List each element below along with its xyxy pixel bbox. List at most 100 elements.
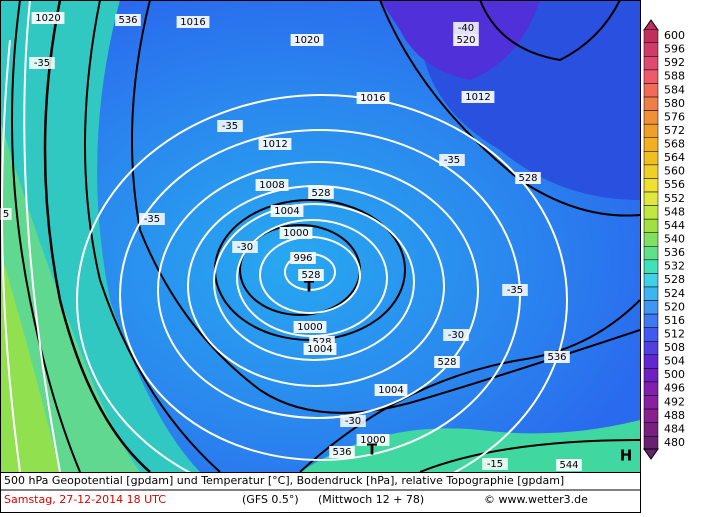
contour-label: 1000 [297, 322, 322, 333]
label-bg [308, 187, 334, 199]
colorbar-label: 500 [664, 368, 685, 381]
label-bg [255, 179, 289, 191]
colorbar-swatch [643, 313, 659, 328]
footer-copyright: © www.wetter3.de [484, 493, 588, 506]
contour-label: 544 [559, 460, 578, 471]
label-bg [176, 16, 210, 28]
colorbar-label: 572 [664, 124, 685, 137]
pressure-center: T [304, 278, 315, 296]
label-bg [298, 269, 324, 281]
colorbar-label: 576 [664, 110, 685, 123]
label-bg [482, 458, 508, 470]
colorbar-label: 536 [664, 246, 685, 259]
label-bg [232, 241, 258, 253]
label-bg [258, 138, 292, 150]
colorbar-label: 516 [664, 314, 685, 327]
colorbar-label: 596 [664, 43, 685, 56]
contour-label: -35 [144, 214, 160, 225]
colorbar-swatch [643, 218, 659, 233]
contour-label: 5 [3, 209, 9, 220]
contour-label: 536 [118, 15, 137, 26]
contour-label: -35 [222, 121, 238, 132]
label-bg [515, 172, 541, 184]
contour-label: 528 [301, 270, 320, 281]
contour-label: -15 [487, 459, 503, 470]
contour-label: 528 [312, 337, 331, 348]
contour-label: 1020 [294, 35, 319, 46]
contour-label: 520 [456, 35, 475, 46]
colorbar-swatch [643, 83, 659, 98]
label-bg [544, 351, 570, 363]
label-bg [439, 154, 465, 166]
colorbar-swatch [643, 300, 659, 315]
colorbar-swatch [643, 178, 659, 193]
colorbar-swatch [643, 354, 659, 369]
contour-label: 1020 [35, 13, 60, 24]
contour-label: -35 [34, 58, 50, 69]
footer-run: (Mittwoch 12 + 78) [318, 493, 424, 506]
colorbar-label: 528 [664, 273, 685, 286]
label-bg [290, 252, 316, 264]
colorbar-label: 508 [664, 341, 685, 354]
colorbar-label: 568 [664, 138, 685, 151]
colorbar-label: 580 [664, 97, 685, 110]
colorbar-swatch [643, 381, 659, 396]
colorbar-swatch [643, 205, 659, 220]
contour-label: 1016 [360, 93, 385, 104]
label-bg [139, 213, 165, 225]
colorbar-swatch [643, 28, 659, 44]
colorbar-swatch [643, 110, 659, 125]
contour-label: 1008 [259, 180, 284, 191]
label-bg [0, 208, 12, 220]
label-bg [443, 329, 469, 341]
colorbar-label: 492 [664, 395, 685, 408]
colorbar-swatch [643, 273, 659, 288]
pressure-center: H [620, 447, 633, 465]
label-bg [290, 34, 324, 46]
colorbar-label: 600 [664, 29, 685, 42]
footer-date: Samstag, 27-12-2014 18 UTC [4, 493, 166, 506]
colorbar-label: 520 [664, 300, 685, 313]
colorbar-label: 532 [664, 260, 685, 273]
contour-label: 528 [518, 173, 537, 184]
contour-label: -30 [448, 330, 464, 341]
colorbar-label: 548 [664, 205, 685, 218]
colorbar-swatch [643, 137, 659, 152]
contour-label: 528 [437, 357, 456, 368]
contour-label: 1016 [180, 17, 205, 28]
contour-label: 536 [547, 352, 566, 363]
colorbar-swatch [643, 151, 659, 166]
label-bg [556, 459, 582, 471]
colorbar-swatch [643, 408, 659, 423]
label-bg [340, 415, 366, 427]
colorbar-label: 584 [664, 83, 685, 96]
contour-label: 996 [293, 253, 312, 264]
colorbar-label: 540 [664, 233, 685, 246]
colorbar-swatch [643, 286, 659, 301]
colorbar-swatch [643, 368, 659, 383]
colorbar-label: 484 [664, 422, 685, 435]
label-bg [293, 321, 327, 333]
colorbar-label: 524 [664, 287, 685, 300]
colorbar-swatch [643, 96, 659, 111]
colorbar-label: 496 [664, 382, 685, 395]
contour-label: -35 [444, 155, 460, 166]
colorbar-swatch [643, 191, 659, 206]
label-bg [329, 446, 355, 458]
colorbar-swatch [643, 259, 659, 274]
label-bg [31, 12, 65, 24]
colorbar-bottom-arrow [643, 448, 659, 460]
contour-label: 1004 [378, 385, 403, 396]
footer-model: (GFS 0.5°) [242, 493, 299, 506]
label-bg [461, 91, 495, 103]
label-bg [453, 22, 479, 34]
label-bg [115, 14, 141, 26]
colorbar-label: 556 [664, 178, 685, 191]
label-bg [453, 34, 479, 46]
contour-label: 1012 [465, 92, 490, 103]
colorbar-swatch [643, 164, 659, 179]
colorbar-label: 588 [664, 70, 685, 83]
label-bg [434, 356, 460, 368]
colorbar-label: 480 [664, 436, 685, 449]
